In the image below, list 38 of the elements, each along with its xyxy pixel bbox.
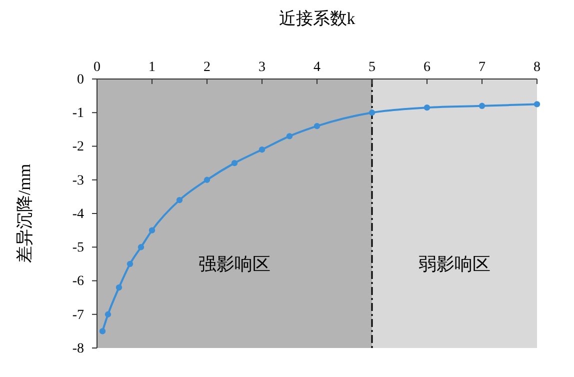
x-tick-label: 6 [424, 60, 430, 75]
x-tick-label: 0 [94, 60, 100, 75]
point [138, 244, 144, 250]
y-tick-label: -8 [72, 341, 84, 356]
point [314, 122, 320, 130]
point [286, 133, 293, 140]
x-tick-label: 4 [314, 60, 320, 75]
y-tick-label: -2 [72, 140, 84, 155]
x-axis-title: 近接系数k [278, 9, 356, 28]
point [104, 311, 112, 318]
point [424, 104, 430, 111]
band-label: 弱影响区 [418, 254, 490, 274]
point [231, 160, 238, 166]
y-tick-label: -6 [72, 274, 84, 290]
y-tick-label: -3 [72, 173, 84, 188]
y-axis-title: 差异沉降/mm [15, 164, 34, 264]
point [148, 227, 156, 234]
point [116, 284, 122, 291]
x-tick-label: 1 [148, 60, 156, 75]
x-tick-label: 3 [258, 60, 266, 75]
y-tick-label: -1 [72, 106, 84, 122]
point [126, 260, 134, 268]
y-tick-label: -5 [72, 240, 84, 256]
x-tick-label: 2 [204, 60, 210, 75]
y-tick-label: -7 [72, 308, 84, 323]
x-tick-label: 8 [534, 60, 540, 75]
point [204, 176, 210, 183]
point [368, 110, 376, 116]
point [534, 101, 540, 108]
band-label: 强影响区 [198, 254, 270, 274]
point [478, 102, 486, 109]
y-tick-label: 0 [77, 72, 84, 88]
y-tick-label: -4 [72, 206, 84, 222]
point [176, 196, 183, 204]
x-tick-label: 7 [478, 60, 486, 75]
point [99, 328, 106, 334]
x-tick-label: 5 [368, 60, 376, 75]
point [258, 146, 266, 153]
